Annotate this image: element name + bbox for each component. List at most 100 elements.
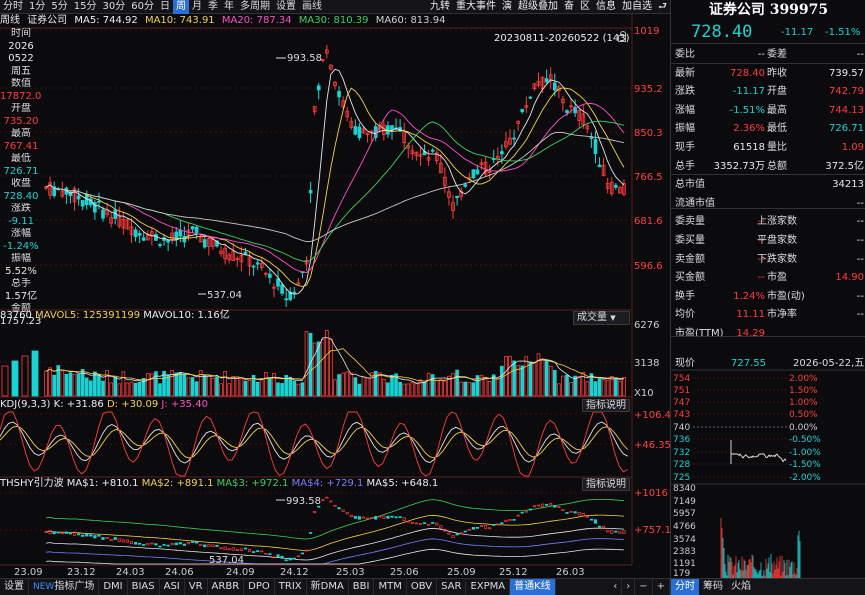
period-tab-9[interactable]: 季 (207, 0, 218, 12)
zoom-in-icon[interactable]: + (653, 579, 670, 595)
tool-2[interactable]: 演 (502, 0, 512, 12)
thshy-candle (496, 523, 500, 526)
period-tab-1[interactable]: 1分 (29, 0, 46, 12)
tool-6[interactable]: 信息 (596, 0, 616, 12)
thshy-header: THSHY引力波 MA$1: +810.1 MA$2: +891.1 MA$3:… (0, 478, 439, 489)
kdj-help-button[interactable]: 指标说明 (582, 399, 630, 412)
add-favorite-button[interactable]: 加自选 (622, 0, 652, 12)
volume-bar (418, 379, 423, 397)
period-tab-10[interactable]: 年 (223, 0, 234, 12)
thshy-candle (508, 519, 512, 522)
thshy-candle (199, 543, 203, 546)
period-tab-13[interactable]: 画线 (301, 0, 322, 12)
x-tick: 26.03 (556, 567, 585, 578)
indicator-tab-2[interactable]: DMI (99, 579, 128, 595)
tool-5[interactable]: 区 (580, 0, 590, 12)
chart-canvas[interactable]: 1019 935.2 850.3 766.5 681.6 596.6 993.58 537.0… (0, 0, 670, 578)
candle-body (93, 202, 97, 213)
thshy-candle (427, 523, 431, 526)
tool-3[interactable]: 超级叠加 (518, 0, 558, 12)
candle-body (333, 81, 337, 86)
volume-bar (524, 356, 529, 397)
thshy-candle (545, 504, 549, 506)
thshy-candle (597, 525, 602, 528)
thshy-candle (239, 548, 243, 551)
period-tab-5[interactable]: 60分 (131, 0, 154, 12)
indicator-tab-10[interactable]: BBI (349, 579, 375, 595)
arrow-left-icon[interactable]: ‹ (609, 579, 623, 595)
period-tab-3[interactable]: 15分 (73, 0, 97, 12)
volume-bar (386, 382, 390, 397)
candle-body (329, 64, 333, 70)
indicator-tab-14[interactable]: EXPMA (466, 579, 511, 595)
volume-dropdown[interactable]: 成交量 ▼ (573, 311, 630, 325)
volume-bar (320, 338, 325, 397)
candle-body (581, 113, 586, 126)
indicator-tab-0[interactable]: 设置 (0, 579, 29, 595)
quote-row: 委买量 -- 平盘家数 -- (671, 232, 865, 251)
candle-body (622, 183, 626, 195)
quote-value: 728.40 (730, 67, 765, 79)
volume-bar (333, 379, 337, 397)
indicator-tab-11[interactable]: MTM (374, 579, 407, 595)
mini-tab-2[interactable]: 火焰 (731, 581, 751, 592)
cursor-value-10: 5.52% (5, 265, 37, 277)
volume-bar (251, 374, 256, 397)
volume-header: 83760 MAVOL5: 125391199 MAVOL10: 1.16亿 (0, 310, 230, 321)
divider (671, 336, 865, 337)
lock-icon[interactable] (618, 31, 626, 42)
period-tab-2[interactable]: 5分 (51, 0, 68, 12)
volume-bar (622, 377, 626, 397)
thshy-candle (93, 535, 97, 539)
period-tab-8[interactable]: 月 (191, 0, 202, 12)
arrow-right-icon[interactable]: › (622, 579, 636, 595)
period-tab-11[interactable]: 多周期 (239, 0, 270, 12)
volume-bar (137, 381, 142, 397)
tool-4[interactable]: 奋 (564, 0, 574, 12)
thshy-help-button[interactable]: 指标说明 (582, 478, 630, 491)
indicator-tab-3[interactable]: BIAS (128, 579, 160, 595)
candle-body (154, 234, 158, 241)
indicator-tab-9[interactable]: 新DMA (307, 579, 349, 595)
zoom-out-icon[interactable]: − (635, 579, 653, 595)
indicator-tab-5[interactable]: VR (185, 579, 208, 595)
tool-1[interactable]: 重大事件 (456, 0, 496, 12)
mini-pct-tick: 0.00% (789, 423, 818, 433)
volume-bar (491, 374, 496, 397)
indicator-tab-12[interactable]: OBV (407, 579, 438, 595)
candle-body (365, 132, 370, 136)
exit-icon[interactable]: ⮐ (658, 0, 667, 12)
period-tab-4[interactable]: 30分 (102, 0, 126, 12)
indicator-tab-4[interactable]: ASI (160, 579, 185, 595)
mini-tab-1[interactable]: 筹码 (703, 581, 723, 592)
thshy-candle (182, 543, 186, 546)
intraday-mini-chart[interactable]: 现价 727.55 2026-05-22,五 754 2.00% 751 1.50% 747 1… (671, 356, 865, 579)
intraday-line (731, 453, 787, 463)
indicator-tab-13[interactable]: SAR (437, 579, 467, 595)
thshy-candle (113, 537, 117, 540)
thshy-candle (207, 544, 211, 547)
thshy-candle (500, 522, 504, 525)
indicator-tab-7[interactable]: DPO (244, 579, 275, 595)
x-tick: 23.12 (67, 567, 96, 578)
period-tab-7[interactable]: 周 (172, 0, 189, 14)
indicator-tab-8[interactable]: TRIX (275, 579, 307, 595)
indicator-tab-15[interactable]: 普通K线 (510, 579, 556, 595)
volume-bar (601, 379, 606, 397)
volume-bar (365, 377, 370, 397)
period-tab-0[interactable]: 分时 (3, 0, 23, 12)
quote-row: 换手 1.24% 市盈(动) -- (671, 288, 865, 307)
indicator-tab-6[interactable]: ARBR (208, 579, 245, 595)
volume-bar (581, 372, 586, 397)
kdj-tick: +46.35 (634, 440, 670, 451)
mini-vol-tick: 179 (673, 569, 690, 578)
period-tab-12[interactable]: 设置 (275, 0, 296, 12)
thshy-candle (593, 519, 598, 524)
volume-bar (296, 383, 301, 397)
mini-tab-0[interactable]: 分时 (671, 579, 699, 595)
tool-0[interactable]: 九转 (430, 0, 450, 12)
indicator-tab-1[interactable]: NEW指标广场 (29, 579, 100, 595)
period-tab-6[interactable]: 日 (159, 0, 170, 12)
candle-body (345, 110, 350, 118)
thshy-candle (602, 525, 606, 530)
